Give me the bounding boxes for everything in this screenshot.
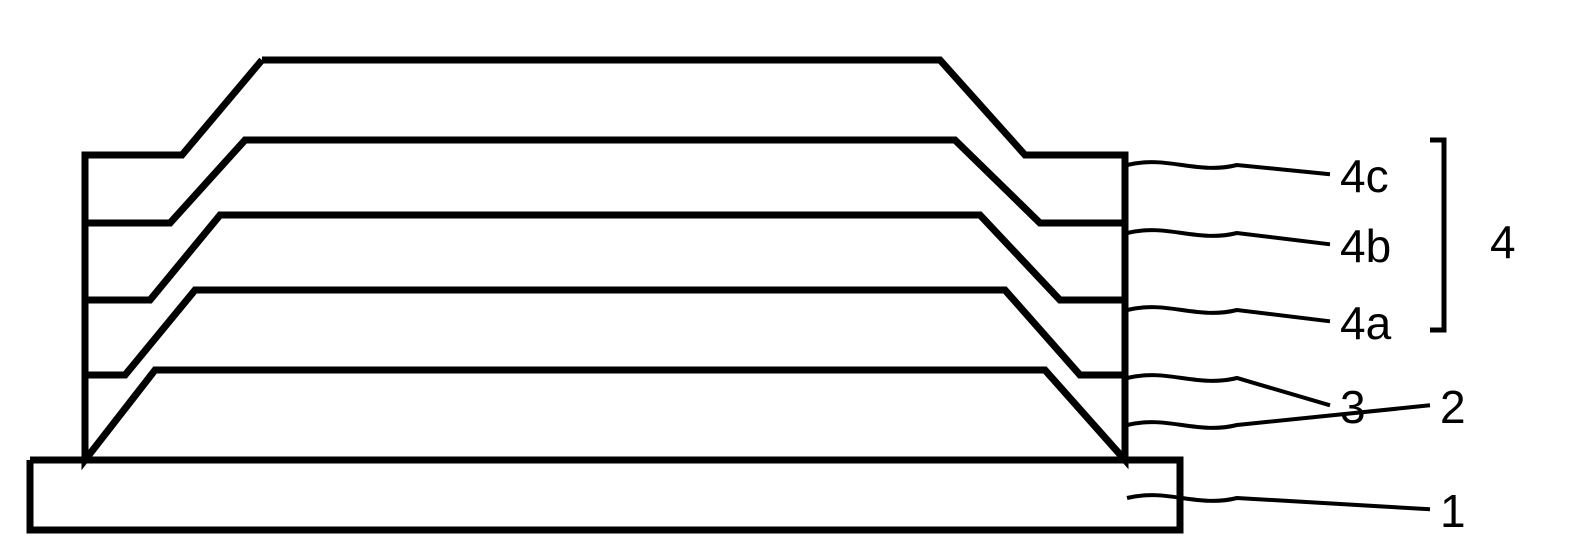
leader-line — [1127, 307, 1330, 321]
leader-line — [1127, 230, 1330, 244]
layer-label: 4b — [1340, 219, 1391, 273]
layer-label: 3 — [1340, 380, 1366, 434]
layer-label: 4c — [1340, 149, 1389, 203]
leader-line — [1127, 405, 1430, 428]
group-bracket — [1430, 140, 1444, 330]
layer-substrate — [30, 460, 1180, 530]
layer-label: 1 — [1440, 484, 1466, 538]
layer-label: 4 — [1490, 215, 1516, 269]
leader-line — [1127, 162, 1330, 174]
leader-line — [1127, 375, 1330, 405]
layer-label: 4a — [1340, 296, 1391, 350]
layer-layer-2 — [85, 370, 1125, 460]
layer-label: 2 — [1440, 380, 1466, 434]
